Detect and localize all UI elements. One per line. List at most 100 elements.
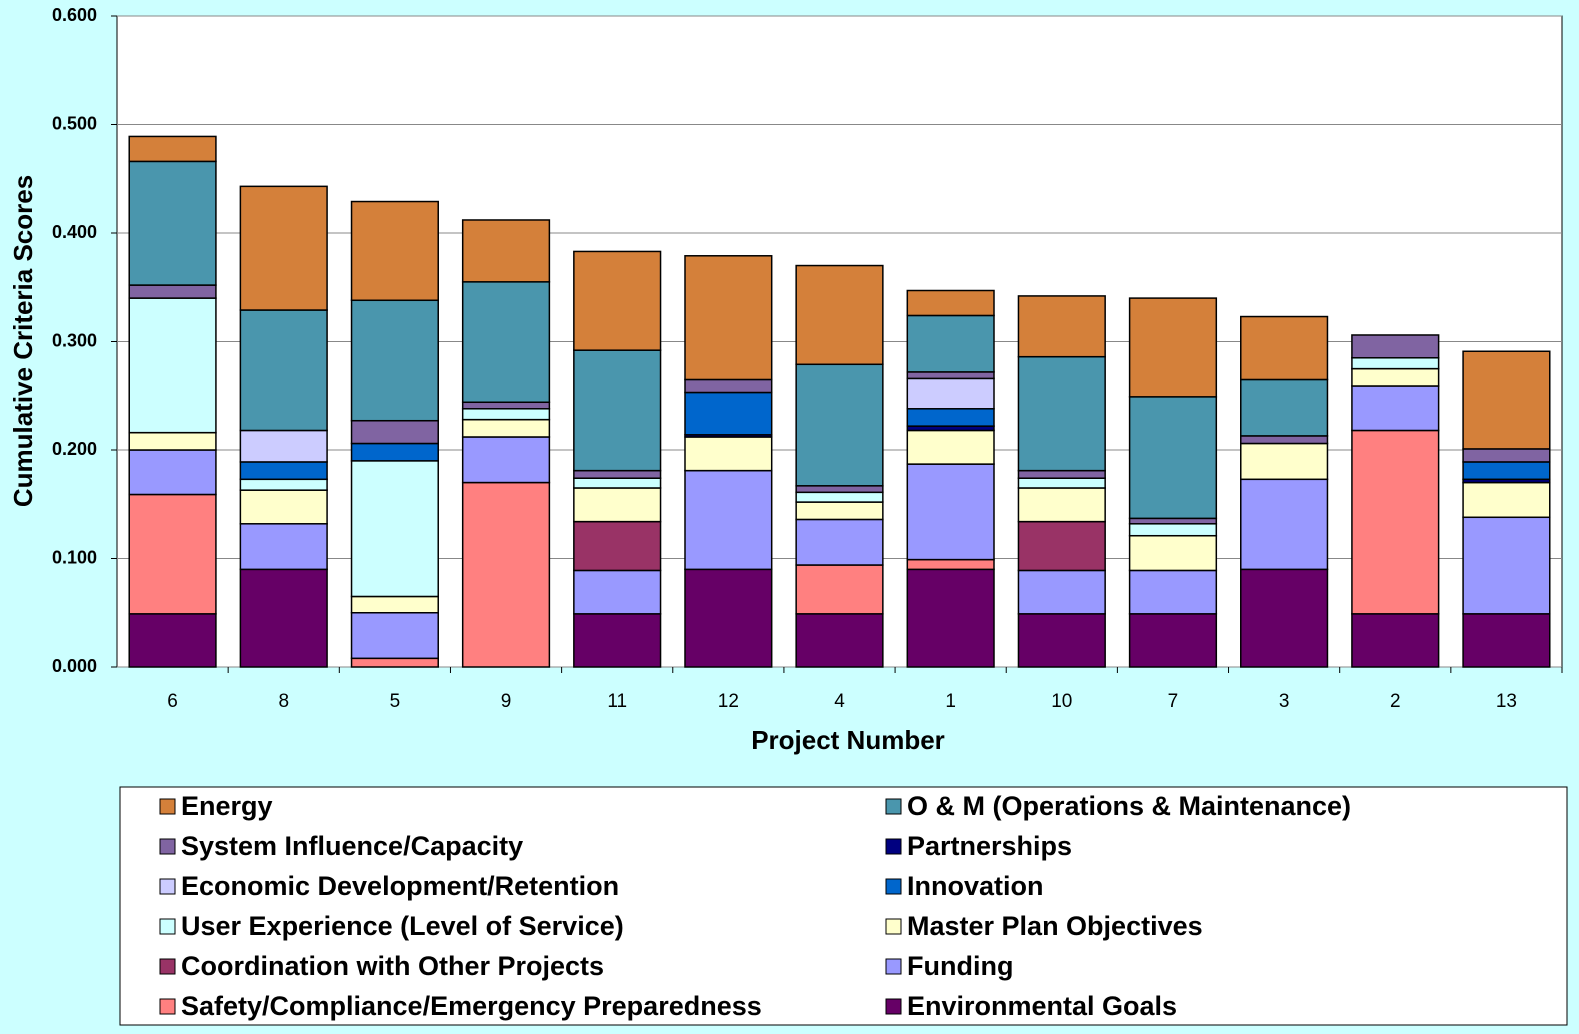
legend-label: Funding — [907, 951, 1013, 981]
bar-segment — [1240, 442, 1329, 481]
bar-segment — [239, 185, 328, 311]
bar-segment — [128, 431, 217, 451]
bar-segment — [239, 461, 328, 481]
y-tick-label: 0.600 — [52, 5, 97, 25]
bar-segment — [1017, 355, 1106, 472]
bar-segment — [906, 408, 995, 427]
bar-segment — [573, 469, 662, 479]
bar-segment — [684, 391, 773, 436]
legend-swatch — [885, 918, 902, 935]
bar-segment — [128, 160, 217, 286]
bar-segment — [684, 469, 773, 571]
x-tick-label: 13 — [1496, 691, 1517, 712]
x-tick-label: 2 — [1390, 691, 1401, 712]
bar-segment — [239, 429, 328, 463]
bar-segment — [461, 281, 551, 404]
bar-segment — [906, 568, 995, 668]
bar-segment — [684, 255, 773, 381]
legend-label: Master Plan Objectives — [907, 911, 1203, 941]
legend-swatch — [885, 878, 902, 895]
bar-segment — [906, 558, 995, 571]
bar-segment — [461, 436, 551, 484]
bar-segment — [1017, 477, 1106, 489]
bar-segment — [461, 481, 551, 668]
bar-segment — [1351, 357, 1440, 370]
x-tick-label: 12 — [718, 691, 739, 712]
x-tick-label: 3 — [1279, 691, 1290, 712]
bar-segment — [239, 489, 328, 525]
bar-segment — [1351, 429, 1440, 615]
legend-swatch — [885, 998, 902, 1015]
bar-segment — [128, 284, 217, 299]
bar-segment — [350, 612, 439, 660]
bar-segment — [906, 463, 995, 561]
bar-segment — [1240, 378, 1329, 437]
legend-label: Coordination with Other Projects — [181, 951, 604, 981]
bar-segment — [350, 595, 439, 614]
bar-segment — [1240, 315, 1329, 381]
bar-segment — [1128, 517, 1218, 525]
legend-label: Energy — [181, 791, 273, 821]
bar-segment — [461, 219, 551, 283]
bar-segment — [1351, 613, 1440, 668]
x-tick-label: 1 — [945, 691, 956, 712]
legend-label: O & M (Operations & Maintenance) — [907, 791, 1351, 821]
bar-segment — [1128, 396, 1218, 520]
bar-segment — [684, 378, 773, 394]
x-tick-label: 4 — [834, 691, 845, 712]
legend-label: Economic Development/Retention — [181, 871, 619, 901]
bar-segment — [795, 264, 884, 366]
bar-segment — [573, 613, 662, 668]
bar-segment — [128, 135, 217, 163]
x-tick-label: 5 — [390, 691, 401, 712]
legend-swatch — [885, 798, 902, 815]
bar-segment — [1351, 334, 1440, 359]
bar-segment — [1462, 613, 1551, 668]
bar-segment — [795, 491, 884, 503]
bar-segment — [906, 314, 995, 373]
legend-label: User Experience (Level of Service) — [181, 911, 624, 941]
bar-segment — [684, 436, 773, 472]
y-tick-label: 0.200 — [52, 439, 97, 459]
legend-swatch — [159, 798, 176, 815]
bar-segment — [1462, 481, 1551, 519]
bar-segment — [684, 568, 773, 668]
bar-segment — [1017, 520, 1106, 572]
bar-segment — [795, 518, 884, 566]
y-tick-label: 0.000 — [52, 656, 97, 676]
bar-segment — [1351, 367, 1440, 387]
y-tick-label: 0.300 — [52, 330, 97, 350]
bar-segment — [1128, 613, 1218, 668]
bar-segment — [1240, 435, 1329, 445]
bar-segment — [795, 363, 884, 487]
bar-segment — [1128, 297, 1218, 398]
legend-label: Environmental Goals — [907, 991, 1177, 1021]
x-tick-label: 11 — [607, 691, 627, 712]
bar-segment — [128, 493, 217, 615]
bar-segment — [573, 569, 662, 615]
legend-swatch — [885, 838, 902, 855]
bar-segment — [1128, 523, 1218, 537]
bar-segment — [1017, 569, 1106, 615]
bar-segment — [1240, 478, 1329, 571]
bar-segment — [573, 349, 662, 472]
bar-segment — [350, 299, 439, 422]
legend-swatch — [159, 878, 176, 895]
x-tick-label: 7 — [1168, 691, 1179, 712]
legend-label: Innovation — [907, 871, 1044, 901]
bar-segment — [1128, 569, 1218, 615]
y-axis-title: Cumulative Criteria Scores — [8, 175, 38, 507]
bar-segment — [1017, 613, 1106, 668]
bar-segment — [906, 289, 995, 317]
x-axis-title: Project Number — [751, 725, 945, 755]
bar-segment — [1462, 516, 1551, 615]
bar-segment — [906, 429, 995, 465]
bar-segment — [128, 297, 217, 434]
legend-label: Partnerships — [907, 831, 1072, 861]
bar-segment — [1017, 487, 1106, 523]
x-tick-label: 10 — [1051, 691, 1072, 712]
y-tick-label: 0.500 — [52, 113, 97, 133]
bar-segment — [128, 613, 217, 668]
bar-segment — [795, 564, 884, 615]
bar-segment — [573, 487, 662, 523]
